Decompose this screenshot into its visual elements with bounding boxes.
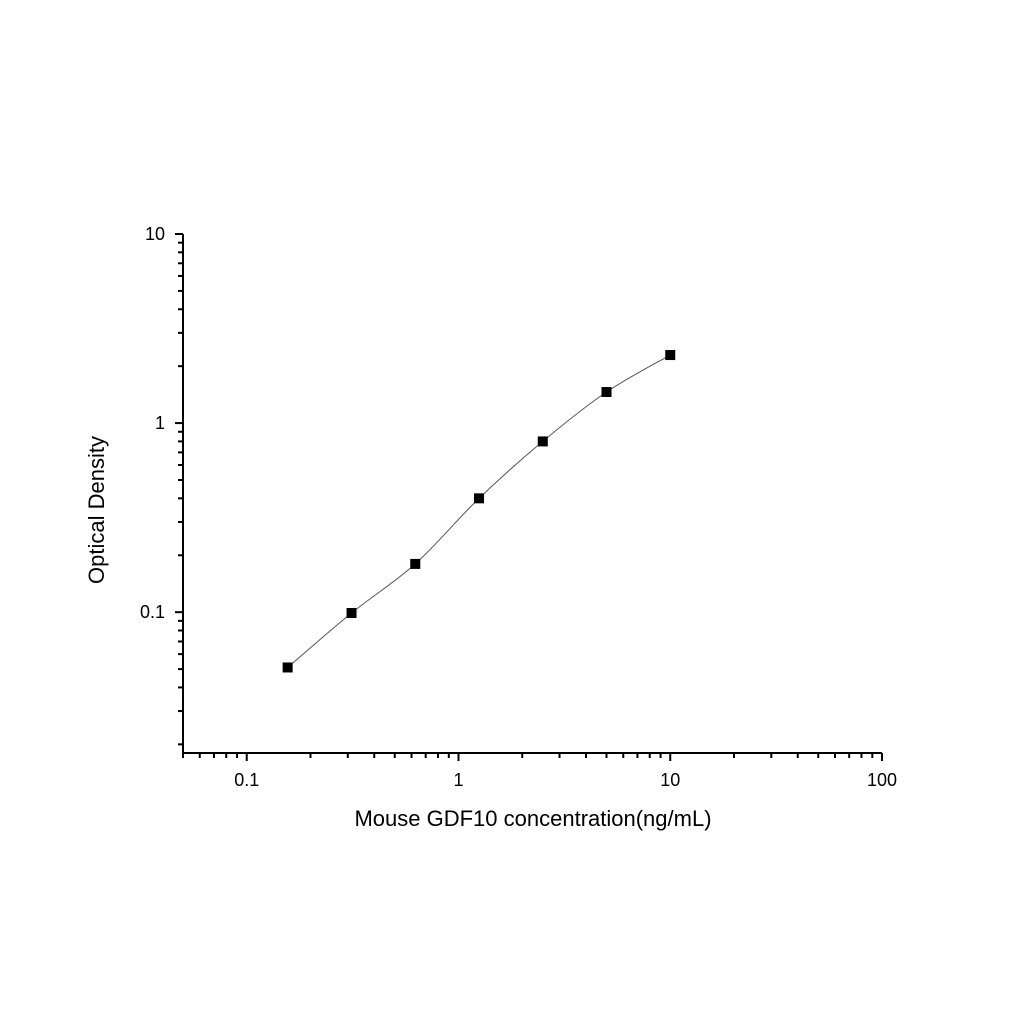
- data-point: [601, 387, 612, 398]
- data-point: [282, 662, 293, 673]
- data-point: [474, 493, 485, 504]
- y-tick-label: 10: [145, 224, 165, 244]
- y-axis-label: Optical Density: [84, 436, 109, 584]
- x-tick-label: 100: [867, 770, 897, 790]
- x-tick-label: 10: [660, 770, 680, 790]
- x-tick-label: 1: [453, 770, 463, 790]
- data-point: [537, 436, 548, 447]
- data-point: [346, 608, 357, 619]
- axes: 0.1 1 10 100 0.1 1 10: [140, 224, 897, 790]
- y-tick-label: 1: [155, 413, 165, 433]
- data-points: [282, 350, 676, 673]
- x-axis-label: Mouse GDF10 concentration(ng/mL): [354, 806, 711, 831]
- x-tick-label: 0.1: [234, 770, 259, 790]
- data-point: [410, 558, 421, 569]
- data-point: [665, 350, 676, 361]
- fit-curve: [287, 354, 671, 668]
- y-tick-label: 0.1: [140, 602, 165, 622]
